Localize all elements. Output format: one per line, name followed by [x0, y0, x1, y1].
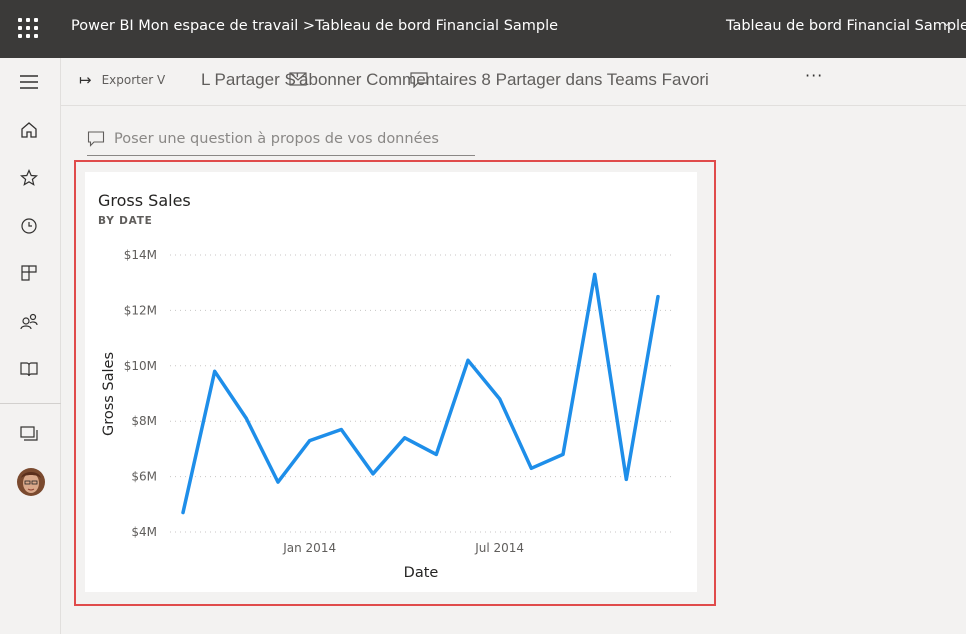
nav-sidebar — [0, 58, 61, 634]
top-bar: Power BI Mon espace de travail >Tableau … — [0, 0, 966, 58]
data-point[interactable] — [466, 358, 470, 362]
x-tick-label: Jan 2014 — [282, 541, 336, 555]
learn-icon[interactable] — [17, 357, 41, 381]
data-point[interactable] — [181, 511, 185, 515]
y-tick-label: $8M — [131, 414, 157, 428]
data-point[interactable] — [656, 295, 660, 299]
sidebar-divider — [0, 403, 61, 404]
export-label: Exporter V — [101, 73, 166, 87]
gross-sales-tile[interactable]: Gross Sales BY DATE $4M $6M $8M $10M $12M $14… — [85, 172, 697, 592]
chevron-down-icon[interactable]: ˅ — [944, 22, 950, 35]
data-point[interactable] — [276, 480, 280, 484]
y-axis: $4M $6M $8M $10M $12M $14M — [124, 248, 157, 539]
x-axis-title: Date — [404, 565, 439, 581]
export-arrow-icon: ↦ — [79, 71, 92, 89]
data-point[interactable] — [339, 428, 343, 432]
data-point[interactable] — [593, 272, 597, 276]
series-line[interactable] — [181, 272, 660, 515]
y-axis-title: Gross Sales — [101, 352, 117, 436]
tile-subtitle: BY DATE — [98, 215, 153, 227]
x-tick-label: Jul 2014 — [474, 541, 524, 555]
avatar[interactable] — [17, 468, 45, 496]
data-point[interactable] — [624, 477, 628, 481]
data-point[interactable] — [498, 397, 502, 401]
y-tick-label: $4M — [131, 525, 157, 539]
data-point[interactable] — [434, 452, 438, 456]
qa-input[interactable] — [114, 128, 474, 150]
y-tick-label: $6M — [131, 470, 157, 484]
data-point[interactable] — [213, 369, 217, 373]
action-bar: ↦ Exporter V L Partager S'abonner Commen… — [61, 58, 966, 106]
export-button[interactable]: ↦ Exporter V — [79, 71, 165, 89]
data-point[interactable] — [403, 436, 407, 440]
data-point[interactable] — [561, 452, 565, 456]
shared-icon[interactable] — [17, 309, 41, 333]
star-icon[interactable] — [17, 166, 41, 190]
comments-icon[interactable] — [410, 72, 428, 88]
y-tick-label: $12M — [124, 303, 157, 317]
breadcrumb[interactable]: Power BI Mon espace de travail >Tableau … — [71, 18, 559, 34]
chat-icon — [87, 131, 105, 147]
apps-icon[interactable] — [17, 261, 41, 285]
menu-icon[interactable] — [17, 70, 41, 94]
highlight-outline — [74, 160, 716, 606]
workspaces-icon[interactable] — [17, 422, 41, 446]
x-axis: Jan 2014 Jul 2014 — [282, 541, 524, 555]
data-point[interactable] — [529, 466, 533, 470]
gridlines — [170, 254, 672, 533]
data-point[interactable] — [308, 439, 312, 443]
subscribe-icon[interactable] — [289, 72, 307, 86]
tile-title: Gross Sales — [98, 191, 191, 210]
home-icon[interactable] — [17, 118, 41, 142]
data-point[interactable] — [371, 472, 375, 476]
data-point[interactable] — [244, 416, 248, 420]
more-options-icon[interactable]: ··· — [805, 66, 824, 85]
y-tick-label: $10M — [124, 359, 157, 373]
recent-icon[interactable] — [17, 213, 41, 237]
toolbar-actions[interactable]: L Partager S'abonner Commentaires 8 Part… — [201, 70, 709, 89]
line-chart: $4M $6M $8M $10M $12M $14M Jan 2014 Jul 2014 D… — [101, 248, 672, 581]
app-launcher-icon[interactable] — [18, 18, 40, 40]
dashboard-title[interactable]: Tableau de bord Financial Sample — [726, 18, 966, 34]
qa-box[interactable] — [87, 128, 475, 156]
data-points — [181, 272, 660, 515]
y-tick-label: $14M — [124, 248, 157, 262]
